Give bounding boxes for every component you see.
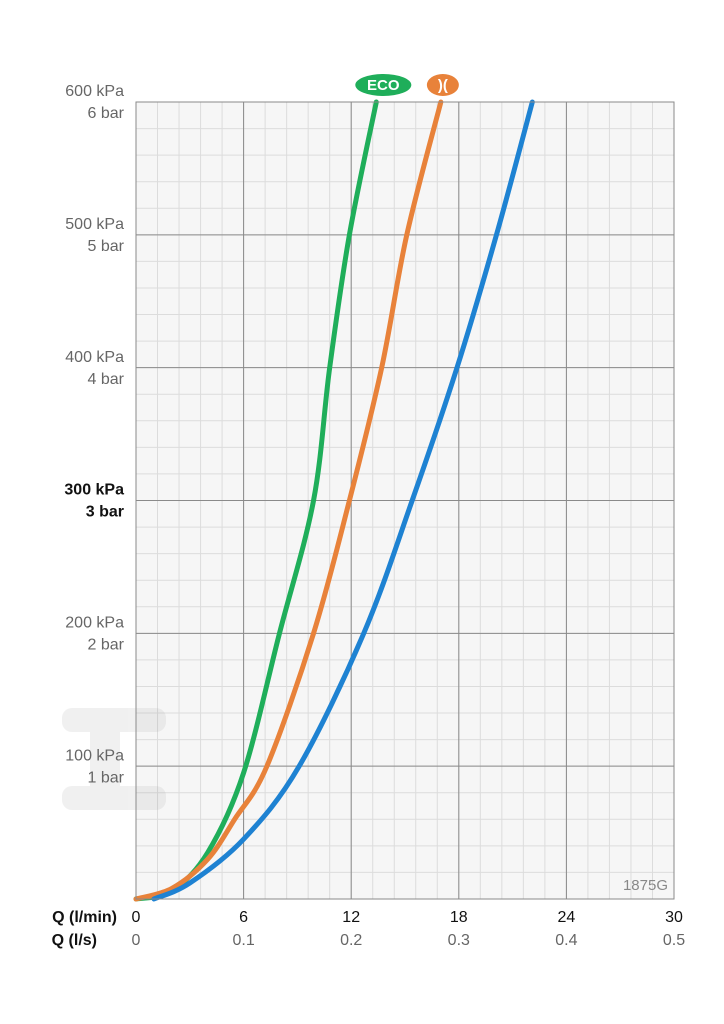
plot-frame xyxy=(135,101,675,900)
y2-tick-label: 6 bar xyxy=(88,105,125,122)
x2-tick-label: 0.1 xyxy=(232,932,254,949)
x-tick-label: 24 xyxy=(558,909,576,926)
y2-tick-label: 4 bar xyxy=(88,371,125,388)
legend: ECO )( xyxy=(355,74,459,96)
grid xyxy=(135,101,675,899)
watermark xyxy=(62,708,166,810)
line xyxy=(151,99,535,902)
y-tick-label: 300 kPa xyxy=(64,482,124,499)
x2-tick-label: 0.2 xyxy=(340,932,362,949)
y2-tick-label: 5 bar xyxy=(88,238,125,255)
x-axis-title: Q (l/min) xyxy=(52,909,117,926)
x2-tick-label: 0.5 xyxy=(663,932,685,949)
y-tick-label: 200 kPa xyxy=(65,615,124,632)
x2-tick-label: 0.4 xyxy=(555,932,577,949)
legend-badge xyxy=(426,74,459,96)
legend-badge xyxy=(355,74,412,96)
curves xyxy=(133,99,535,902)
x-tick-label: 12 xyxy=(342,909,360,926)
x2-axis-title: Q (l/s) xyxy=(52,932,97,949)
x-tick-label: 30 xyxy=(665,909,683,926)
y-tick-label: 400 kPa xyxy=(65,349,124,366)
legend-label: )( xyxy=(438,77,448,94)
y2-tick-label: 3 bar xyxy=(86,504,124,521)
y-tick-label: 500 kPa xyxy=(65,216,124,233)
x2-tick-label: 0.3 xyxy=(448,932,470,949)
y-tick-label: 100 kPa xyxy=(65,747,124,764)
line xyxy=(133,99,444,902)
x2-tick-label: 0 xyxy=(132,932,141,949)
y-tick-label: 600 kPa xyxy=(65,83,124,100)
x-tick-label: 0 xyxy=(132,909,141,926)
x-tick-label: 6 xyxy=(239,909,248,926)
annotation: 1875G xyxy=(623,877,668,894)
y2-tick-label: 1 bar xyxy=(88,769,125,786)
legend-label: ECO xyxy=(367,77,400,94)
x-tick-label: 18 xyxy=(450,909,468,926)
y2-tick-label: 2 bar xyxy=(88,637,125,654)
